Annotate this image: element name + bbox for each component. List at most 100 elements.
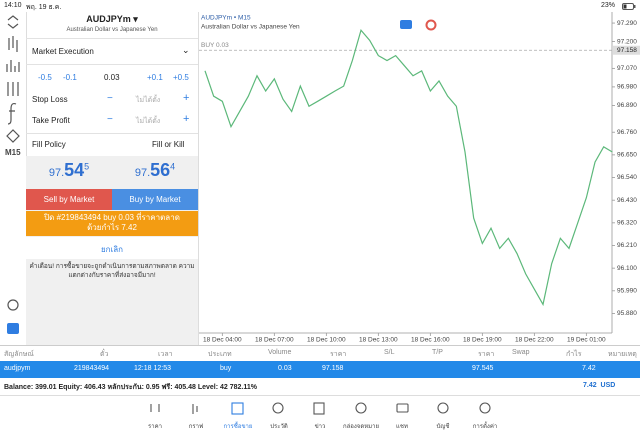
tab[interactable]: ราคา	[148, 424, 162, 430]
toolbar-icon[interactable]	[8, 36, 18, 52]
tab-icon[interactable]	[231, 402, 244, 415]
y-tick-label: 96.320	[617, 220, 637, 227]
toolbar-icon[interactable]	[7, 82, 19, 96]
balance: Balance: 399.01 Equity: 406.43 หลักประกั…	[4, 384, 257, 391]
x-tick-label: 18 Dec 07:00	[255, 337, 294, 344]
tab[interactable]: บัญชี	[436, 424, 450, 430]
ask-main: 97.	[134, 167, 151, 179]
y-tick-label: 97.070	[617, 65, 637, 72]
x-tick-label: 18 Dec 10:00	[307, 337, 346, 344]
symbol[interactable]: AUDJPYm ▾	[86, 14, 138, 24]
minus[interactable]: −	[107, 114, 113, 125]
y-tick-label: 95.990	[617, 288, 637, 295]
toolbar	[6, 15, 20, 334]
col-header: ประเภท	[208, 351, 232, 358]
volume-adjust[interactable]: -0.5	[38, 73, 52, 82]
x-tick-label: 18 Dec 13:00	[359, 337, 398, 344]
fill-policy-value[interactable]: Fill or Kill	[152, 140, 185, 149]
ask-sup: 4	[170, 161, 176, 172]
divider	[26, 64, 198, 65]
sell-button[interactable]: Sell by Market	[26, 189, 112, 210]
col-header: T/P	[432, 349, 443, 356]
minus[interactable]: −	[107, 93, 113, 104]
x-tick-label: 18 Dec 19:00	[463, 337, 502, 344]
tab-icon[interactable]	[396, 403, 409, 413]
y-tick-label: 96.100	[617, 265, 637, 272]
y-tick-label: 96.210	[617, 242, 637, 249]
divider	[26, 38, 198, 39]
position-row[interactable]	[0, 361, 640, 378]
tab-icon[interactable]	[355, 402, 367, 414]
bid-big: 54	[64, 160, 85, 180]
col-header: ราคา	[330, 351, 347, 358]
execution[interactable]: Market Execution	[32, 47, 94, 56]
bid-price: 97.545	[26, 160, 112, 181]
status-battery: 23%	[601, 2, 616, 9]
buy-button[interactable]: Buy by Market	[112, 189, 198, 210]
tab[interactable]: กราฟ	[188, 424, 204, 430]
timeframe[interactable]: M15	[5, 148, 21, 157]
cancel-button[interactable]: ยกเลิก	[100, 245, 123, 254]
divider	[26, 133, 198, 134]
y-tick-label: 96.980	[617, 84, 637, 91]
toolbar-icon[interactable]	[6, 129, 20, 143]
status-time: 14:10	[4, 2, 22, 9]
cell-price: 97.545	[472, 365, 494, 372]
col-header: หมายเหตุ	[608, 351, 637, 358]
tab[interactable]: ประวัติ	[270, 424, 288, 430]
divider	[198, 12, 199, 345]
y-tick-label: 96.760	[617, 129, 637, 136]
tab-icon[interactable]	[437, 402, 449, 414]
cell-open-price: 97.158	[322, 365, 344, 372]
stop-loss-value[interactable]: ไม่ได้ตั้ง	[136, 97, 161, 104]
tab-icon[interactable]	[272, 402, 284, 414]
divider	[0, 345, 640, 346]
col-header: ตั๋ว	[100, 351, 109, 358]
tab[interactable]: ข่าว	[314, 424, 326, 430]
volume-adjust[interactable]: +0.1	[147, 73, 163, 82]
tab-icon[interactable]	[479, 402, 491, 414]
volume-adjust[interactable]: -0.1	[63, 73, 77, 82]
tab[interactable]: การตั้งค่า	[472, 424, 498, 430]
total-profit: 7.42 USD	[583, 382, 616, 389]
tab[interactable]: กล่องจดหมาย	[342, 424, 380, 430]
toolbar-icon[interactable]	[6, 60, 20, 72]
tab-icon[interactable]	[313, 402, 325, 415]
cell-symbol: audjpym	[4, 365, 31, 372]
plus[interactable]: +	[183, 113, 190, 125]
ask-price: 97.564	[112, 160, 198, 181]
tab-icon[interactable]	[192, 404, 198, 414]
volume-adjust[interactable]: +0.5	[173, 73, 189, 82]
symbol-description: Australian Dollar vs Japanese Yen	[66, 27, 158, 33]
toolbar-icon[interactable]	[7, 15, 19, 29]
status-date: พฤ. 19 ธ.ค.	[26, 4, 62, 11]
cell-profit: 7.42	[582, 365, 596, 372]
close-button[interactable]: ปิด #219843494 buy 0.03 ที่ราคาตลาดด้วยก…	[26, 211, 198, 236]
x-tick-label: 18 Dec 22:00	[515, 337, 554, 344]
y-tick-label: 97.290	[617, 20, 637, 27]
tab[interactable]: แชท	[396, 424, 408, 430]
toolbar-icon[interactable]	[7, 299, 19, 311]
y-tick-label: 96.650	[617, 152, 637, 159]
chart-icon[interactable]	[425, 19, 437, 31]
volume[interactable]: 0.03	[104, 73, 120, 82]
chevron: ⌄	[182, 45, 190, 55]
y-tick-label: 97.200	[617, 38, 637, 45]
col-header: เวลา	[158, 351, 173, 358]
fill-policy-label: Fill Policy	[32, 140, 66, 149]
x-tick-label: 18 Dec 16:00	[411, 337, 450, 344]
buy-price-label: 97.158	[617, 47, 637, 54]
take-profit-value[interactable]: ไม่ได้ตั้ง	[136, 118, 161, 125]
cell-type: buy	[220, 365, 232, 372]
x-tick-label: 18 Dec 04:00	[203, 337, 242, 344]
col-header: Swap	[512, 349, 530, 356]
col-header: Volume	[268, 349, 292, 356]
toolbar-icon[interactable]	[7, 323, 19, 334]
plus[interactable]: +	[183, 92, 190, 104]
chart-icon[interactable]	[400, 20, 412, 29]
tab-active[interactable]: การซื้อขาย	[223, 424, 253, 430]
divider	[0, 395, 640, 396]
tab-icon[interactable]	[150, 404, 160, 412]
toolbar-icon[interactable]	[7, 102, 17, 125]
